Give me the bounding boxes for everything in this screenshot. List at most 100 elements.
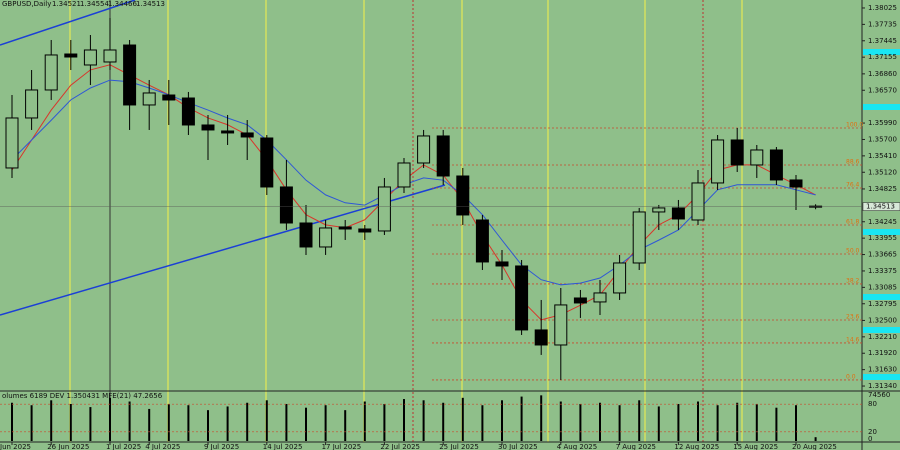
candle-body bbox=[123, 44, 137, 106]
x-tick-label: 30 Jul 2025 bbox=[498, 443, 538, 450]
fib-label: 0.0 bbox=[846, 373, 856, 380]
x-tick-label: 25 Jul 2025 bbox=[439, 443, 479, 450]
indicator-label: olumes 6189 DEV 1.350431 MFE(21) 47.2656 bbox=[2, 392, 163, 400]
candle-body bbox=[769, 149, 783, 181]
candle-body bbox=[44, 54, 58, 91]
candle-body bbox=[25, 89, 39, 119]
candle-body bbox=[750, 149, 764, 166]
candle-body bbox=[730, 139, 744, 166]
candle-body bbox=[671, 207, 685, 220]
x-tick-label: 20 Aug 2025 bbox=[792, 443, 837, 450]
level-marker bbox=[863, 374, 900, 380]
candle-body bbox=[319, 227, 333, 248]
moving-average bbox=[11, 79, 816, 286]
fib-label: 23.6 bbox=[846, 313, 860, 320]
x-tick-label: 22 Jul 2025 bbox=[380, 443, 420, 450]
fib-label: 61.8 bbox=[846, 218, 860, 225]
candle-body bbox=[181, 97, 195, 126]
candle-body bbox=[201, 124, 215, 131]
y-tick-label: 1.31630 bbox=[868, 366, 897, 374]
candle-body bbox=[417, 135, 431, 164]
separators bbox=[69, 0, 743, 442]
y-tick-label: 1.37445 bbox=[868, 37, 897, 45]
candle-body bbox=[83, 49, 97, 66]
candle-body bbox=[397, 162, 411, 188]
candle-body bbox=[221, 130, 235, 134]
osc-tick-label: 80 bbox=[868, 400, 877, 408]
y-tick-label: 1.35410 bbox=[868, 152, 897, 160]
candle-body bbox=[593, 292, 607, 303]
x-tick-label: 14 Jul 2025 bbox=[263, 443, 303, 450]
y-tick-label: 1.32500 bbox=[868, 316, 897, 324]
y-tick-label: 1.37735 bbox=[868, 20, 897, 28]
candle-body bbox=[5, 117, 19, 169]
volume-tick-label: 74560 bbox=[868, 391, 890, 399]
y-tick-label: 1.32795 bbox=[868, 300, 897, 308]
level-marker bbox=[863, 327, 900, 333]
candle-body bbox=[279, 186, 293, 224]
candle-body bbox=[691, 182, 705, 221]
candle-body bbox=[534, 329, 548, 346]
candle-body bbox=[260, 137, 274, 188]
candle-body bbox=[613, 262, 627, 294]
candle-body bbox=[338, 226, 352, 230]
level-marker bbox=[863, 104, 900, 110]
level-marker bbox=[863, 49, 900, 55]
candle-body bbox=[789, 179, 803, 188]
header-value: 1.34513 bbox=[136, 0, 165, 8]
candle-body bbox=[436, 135, 450, 177]
x-tick-label: Jun 2025 bbox=[0, 443, 31, 450]
x-tick-label: 4 Aug 2025 bbox=[557, 443, 597, 450]
chart-title: GBPUSD,Daily bbox=[2, 0, 51, 8]
header-value: 1.34521 bbox=[52, 0, 81, 8]
osc-tick-label: 20 bbox=[868, 428, 877, 436]
trend-line bbox=[0, 0, 136, 46]
level-marker bbox=[863, 229, 900, 235]
y-tick-label: 1.36570 bbox=[868, 86, 897, 94]
x-tick-label: 7 Aug 2025 bbox=[616, 443, 656, 450]
candle-body bbox=[632, 211, 646, 264]
fib-label: 88.6 bbox=[846, 158, 860, 165]
candle-body bbox=[240, 132, 254, 138]
y-tick-label: 1.34245 bbox=[868, 218, 897, 226]
fib-label: 100.0 bbox=[846, 121, 863, 128]
candle-body bbox=[495, 261, 509, 267]
y-tick-label: 1.35700 bbox=[868, 135, 897, 143]
fib-label: 76.4 bbox=[846, 181, 860, 188]
y-tick-label: 1.31920 bbox=[868, 349, 897, 357]
fib-label: 14.6 bbox=[846, 336, 860, 343]
candle-body bbox=[515, 265, 529, 331]
header-value: 1.34554 bbox=[80, 0, 109, 8]
y-tick-label: 1.38025 bbox=[868, 4, 897, 12]
y-tick-label: 1.33955 bbox=[868, 234, 897, 242]
candle-body bbox=[377, 186, 391, 232]
header-value: 1.34466 bbox=[108, 0, 137, 8]
current-price-box bbox=[862, 202, 900, 211]
x-tick-label: 12 Aug 2025 bbox=[674, 443, 719, 450]
x-tick-label: 26 Jun 2025 bbox=[47, 443, 89, 450]
candle-body bbox=[573, 297, 587, 304]
y-tick-label: 1.33085 bbox=[868, 283, 897, 291]
x-tick-label: 15 Aug 2025 bbox=[733, 443, 778, 450]
candle-body bbox=[162, 94, 176, 101]
candle-body bbox=[142, 92, 156, 106]
y-tick-label: 1.32210 bbox=[868, 333, 897, 341]
x-tick-label: 9 Jul 2025 bbox=[204, 443, 239, 450]
y-tick-label: 1.31340 bbox=[868, 382, 897, 390]
level-marker bbox=[863, 294, 900, 300]
x-tick-label: 17 Jul 2025 bbox=[322, 443, 362, 450]
x-tick-label: 1 Jul 2025 bbox=[106, 443, 141, 450]
candle-body bbox=[456, 175, 470, 216]
y-tick-label: 1.35990 bbox=[868, 119, 897, 127]
current-price-label: 1.34513 bbox=[866, 203, 895, 211]
candle-body bbox=[358, 228, 372, 233]
candle-body bbox=[652, 207, 666, 213]
candle-body bbox=[103, 49, 117, 63]
y-tick-label: 1.35120 bbox=[868, 168, 897, 176]
level-markers bbox=[863, 49, 900, 380]
x-tick-label: 4 Jul 2025 bbox=[145, 443, 180, 450]
y-tick-label: 1.37155 bbox=[868, 53, 897, 61]
candle-body bbox=[64, 53, 78, 58]
y-tick-label: 1.33665 bbox=[868, 251, 897, 259]
